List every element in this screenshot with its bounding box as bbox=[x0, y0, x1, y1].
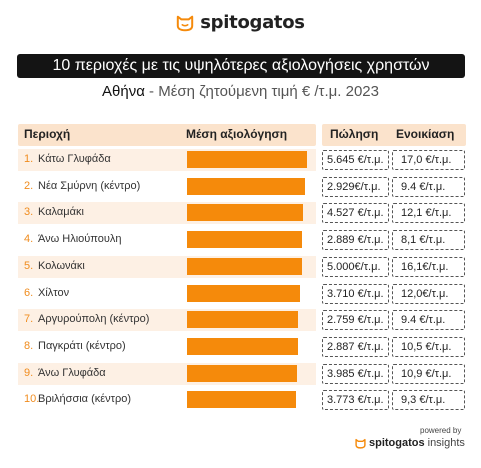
rank-number: 6. bbox=[24, 286, 34, 299]
rank-number: 4. bbox=[24, 233, 34, 246]
rating-bar bbox=[187, 204, 304, 222]
area-name: Άνω Γλυφάδα bbox=[38, 366, 106, 379]
rank-number: 1. bbox=[24, 153, 34, 165]
subtitle-description: - Μέση ζητούμενη τιμή € /τ.μ. 2023 bbox=[144, 83, 379, 100]
powered-by-label: powered by bbox=[420, 426, 462, 435]
sale-price-cell: 2.759 €/τ.μ. bbox=[322, 310, 389, 331]
rent-price-cell: 16,1€/τ.μ. bbox=[392, 256, 465, 277]
rent-price-cell: 17,0 €/τ.μ. bbox=[392, 150, 465, 170]
sale-price-cell: 2.889 €/τ.μ. bbox=[322, 230, 389, 251]
table-header-right bbox=[322, 124, 466, 146]
rent-price-cell: 10,9 €/τ.μ. bbox=[392, 363, 465, 384]
rating-bar bbox=[187, 337, 299, 355]
rating-bar bbox=[187, 177, 305, 195]
sale-price-cell: 3.773 €/τ.μ. bbox=[322, 390, 389, 411]
rent-price-cell: 9,3 €/τ.μ. bbox=[392, 390, 465, 411]
rating-bar bbox=[187, 391, 296, 409]
rating-bar bbox=[187, 364, 297, 382]
rent-price-cell: 12,0€/τ.μ. bbox=[392, 283, 465, 304]
area-name: Αργυρούπολη (κέντρο) bbox=[38, 313, 150, 326]
rank-number: 2. bbox=[24, 179, 34, 192]
rank-number: 3. bbox=[24, 206, 34, 219]
rank-number: 7. bbox=[24, 313, 34, 326]
rent-price-cell: 8,1 €/τ.μ. bbox=[392, 230, 465, 251]
rating-bar bbox=[187, 284, 300, 302]
sale-price-cell: 2.929€/τ.μ. bbox=[322, 176, 389, 197]
cat-icon bbox=[177, 15, 194, 31]
area-name: Άνω Ηλιούπουλη bbox=[38, 233, 122, 246]
area-name: Νέα Σμύρνη (κέντρο) bbox=[38, 179, 141, 192]
sale-price-cell: 5.000€/τ.μ. bbox=[322, 256, 389, 277]
footer-brand: spitogatos bbox=[369, 437, 425, 449]
footer-brand-sub: insights bbox=[427, 437, 465, 449]
rent-price-cell: 12,1 €/τ.μ. bbox=[392, 203, 465, 224]
chart-title: 10 περιοχές με τις υψηλότερες αξιολογήσε… bbox=[17, 54, 465, 78]
sale-price-cell: 3.710 €/τ.μ. bbox=[322, 283, 389, 304]
rating-bar bbox=[187, 311, 299, 329]
logo: spitogatos bbox=[0, 12, 481, 33]
rank-number: 9. bbox=[24, 366, 34, 379]
area-name: Κολωνάκι bbox=[38, 259, 85, 272]
column-header-sale: Πώληση bbox=[330, 127, 379, 141]
rank-number: 5. bbox=[24, 259, 34, 272]
rank-number: 10. bbox=[24, 393, 40, 406]
subtitle-city: Αθήνα bbox=[102, 83, 145, 100]
cat-icon bbox=[355, 438, 366, 449]
rating-bar bbox=[187, 231, 302, 249]
footer-logo: spitogatos insights bbox=[355, 437, 465, 449]
sale-price-cell: 5.645 €/τ.μ. bbox=[322, 150, 389, 170]
rank-number: 8. bbox=[24, 339, 34, 352]
rent-price-cell: 9.4 €/τ.μ. bbox=[392, 176, 465, 197]
area-name: Παγκράτι (κέντρο) bbox=[38, 339, 126, 352]
sale-price-cell: 3.985 €/τ.μ. bbox=[322, 363, 389, 384]
area-name: Χίλτον bbox=[38, 286, 70, 299]
rating-bar bbox=[187, 257, 302, 275]
table-header-left bbox=[18, 124, 316, 146]
rent-price-cell: 10,5 €/τ.μ. bbox=[392, 336, 465, 357]
rating-bar bbox=[187, 151, 307, 168]
chart-subtitle: Αθήνα - Μέση ζητούμενη τιμή € /τ.μ. 2023 bbox=[0, 83, 481, 100]
logo-text: spitogatos bbox=[200, 12, 305, 33]
column-header-area: Περιοχή bbox=[24, 127, 71, 141]
sale-price-cell: 2.887 €/τ.μ. bbox=[322, 336, 389, 357]
column-header-rating: Μέση αξιολόγηση bbox=[186, 127, 288, 141]
area-name: Καλαμάκι bbox=[38, 206, 84, 219]
sale-price-cell: 4.527 €/τ.μ. bbox=[322, 203, 389, 224]
area-name: Βριλήσσια (κέντρο) bbox=[38, 393, 132, 406]
area-name: Κάτω Γλυφάδα bbox=[38, 153, 111, 165]
column-header-rent: Ενοικίαση bbox=[396, 127, 455, 141]
rent-price-cell: 9.4 €/τ.μ. bbox=[392, 310, 465, 331]
